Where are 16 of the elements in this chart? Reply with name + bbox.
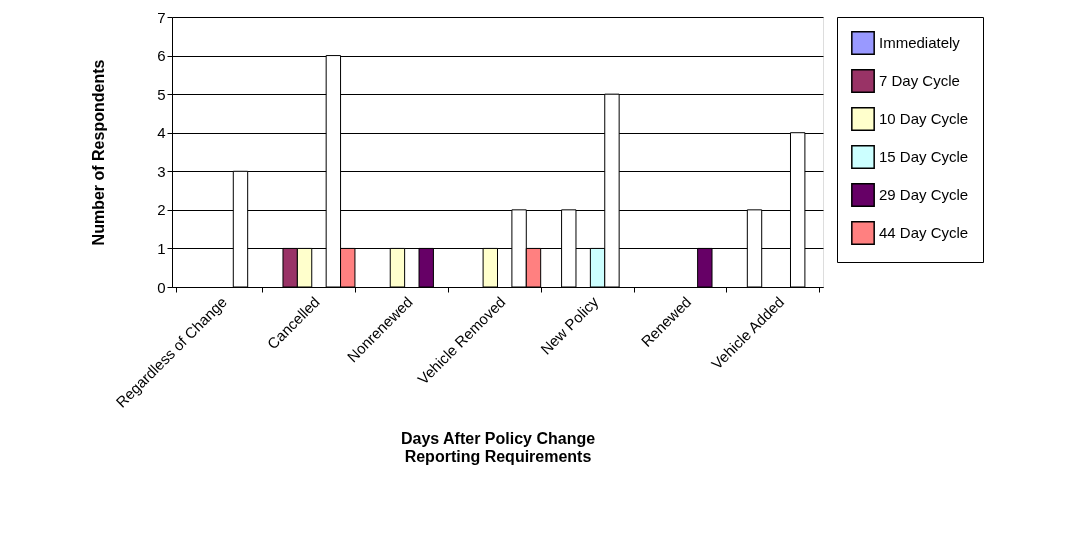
legend-label: 44 Day Cycle: [879, 224, 969, 241]
legend-label: 15 Day Cycle: [879, 148, 969, 165]
legend-label: 29 Day Cycle: [879, 186, 969, 203]
y-tick-label: 7: [157, 8, 166, 26]
y-tick-label: 5: [157, 85, 166, 103]
y-tick-label: 4: [157, 124, 166, 142]
legend-label: Immediately: [879, 34, 961, 51]
y-tick-label: 0: [157, 278, 166, 296]
y-tick-label: 1: [157, 239, 166, 257]
y-tick-label: 2: [157, 201, 166, 219]
legend-label: 7 Day Cycle: [879, 72, 960, 89]
x-axis-title: Days After Policy Change Reporting Requirements: [400, 429, 596, 465]
legend-label: 10 Day Cycle: [879, 110, 969, 127]
y-tick-label: 6: [157, 47, 166, 65]
y-tick-label: 3: [157, 162, 166, 180]
y-axis-title: Number of Respondents: [90, 59, 108, 246]
